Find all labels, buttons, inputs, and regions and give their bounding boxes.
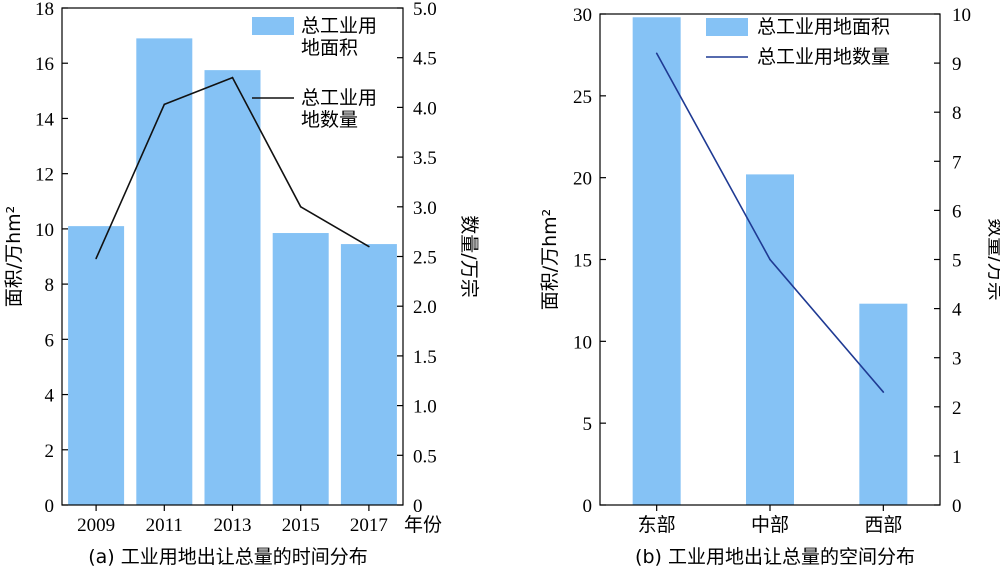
legend-label-area: 总工业用	[301, 15, 377, 37]
y2-tick-label: 7	[952, 152, 962, 173]
y-tick-label: 14	[35, 109, 55, 130]
y-tick-label: 18	[35, 0, 54, 20]
y2-tick-label: 4.5	[413, 49, 437, 70]
y2-tick-label: 9	[952, 54, 962, 75]
y2-tick-label: 2	[952, 398, 962, 419]
y-tick-label: 16	[35, 54, 54, 75]
y2-tick-label: 0.5	[413, 446, 437, 467]
y2-tick-label: 4.0	[413, 98, 437, 119]
x-tick-label: 东部	[638, 514, 676, 536]
legend-label-area: 总工业用地面积	[757, 16, 890, 38]
x-tick-label: 西部	[864, 514, 902, 536]
line-point-中部	[769, 258, 771, 261]
y2-tick-label: 2.0	[413, 297, 437, 318]
y-tick-label: 15	[573, 251, 592, 272]
legend-label-area: 地面积	[301, 37, 358, 59]
x-tick-label: 2009	[77, 515, 115, 536]
y-axis-label: 面积/万hm²	[3, 206, 25, 308]
y2-axis-label: 数量/万宗	[985, 218, 1000, 300]
line-point-2015	[299, 206, 302, 208]
y-tick-label: 5	[583, 414, 593, 435]
y-tick-label: 2	[45, 441, 55, 462]
y2-tick-label: 1	[952, 447, 962, 468]
chart-panel-a: 0 2 4 6 8 10 12 14 16 18 0 0.5 1.0 1.5 2.0 2.5 3.0 3.5 4.0…	[3, 0, 480, 568]
legend-label-count: 总工业用	[301, 87, 377, 109]
x-tick-label: 2013	[214, 515, 252, 536]
legend-swatch-area	[706, 18, 748, 36]
y-tick-label: 4	[45, 386, 55, 407]
line-point-西部	[882, 391, 885, 393]
y-tick-label: 30	[573, 5, 592, 26]
y2-tick-label: 5	[952, 251, 962, 272]
y-tick-label: 12	[35, 165, 54, 186]
figure-caption: (a) 工业用地出让总量的时间分布	[88, 546, 368, 568]
y-axis-label: 面积/万hm²	[539, 209, 561, 311]
x-tick-label: 2011	[146, 515, 183, 536]
bar-西部	[859, 303, 908, 505]
line-point-2009	[95, 257, 97, 260]
y2-tick-label: 1.0	[413, 397, 437, 418]
x-tick-label: 中部	[751, 514, 789, 536]
line-point-东部	[655, 52, 658, 55]
y2-tick-label: 3	[952, 349, 962, 370]
y-tick-label: 10	[35, 220, 54, 241]
y2-tick-label: 5.0	[413, 0, 437, 20]
y2-tick-label: 0	[952, 496, 962, 517]
x-axis-label: 年份	[404, 514, 442, 536]
y-tick-label: 25	[573, 87, 592, 108]
y2-tick-label: 4	[952, 300, 962, 321]
y2-tick-label: 8	[952, 103, 962, 124]
bar-东部	[632, 17, 681, 505]
line-point-2011	[163, 103, 166, 106]
bar-中部	[746, 174, 794, 506]
y2-axis-label: 数量/万宗	[458, 215, 480, 297]
x-tick-label: 2015	[282, 515, 320, 536]
bar-2017	[340, 244, 397, 505]
legend-swatch-area	[252, 17, 294, 35]
y2-tick-label: 1.5	[413, 347, 437, 368]
bar-2011	[136, 38, 193, 505]
y-tick-label: 8	[45, 275, 55, 296]
y2-tick-label: 3.0	[413, 198, 437, 219]
y-tick-label: 10	[573, 332, 592, 353]
y2-tick-label: 0	[413, 496, 423, 517]
legend-label-count: 地数量	[301, 109, 358, 131]
legend-label-count: 总工业用地数量	[757, 46, 890, 68]
chart-panel-b: 0 5 10 15 20 25 30 0 1 2 3 4 5 6 7 8 9 10 东部 中部 西部 面积/万hm² 数量/…	[539, 5, 1000, 568]
y-tick-label: 0	[583, 496, 593, 517]
bar-2015	[272, 233, 329, 505]
bar-2013	[204, 70, 261, 505]
y-tick-label: 0	[45, 496, 55, 517]
line-point-2017	[368, 245, 370, 248]
y-tick-label: 6	[45, 330, 55, 351]
line-point-2013	[231, 76, 234, 79]
y2-tick-label: 2.5	[413, 248, 437, 269]
figure-caption: (b) 工业用地出让总量的空间分布	[635, 546, 915, 568]
bar-2009	[68, 226, 125, 505]
y2-tick-label: 10	[952, 5, 971, 26]
x-tick-label: 2017	[350, 515, 388, 536]
y2-tick-label: 3.5	[413, 148, 437, 169]
y2-tick-label: 6	[952, 201, 962, 222]
y-tick-label: 20	[573, 169, 592, 190]
